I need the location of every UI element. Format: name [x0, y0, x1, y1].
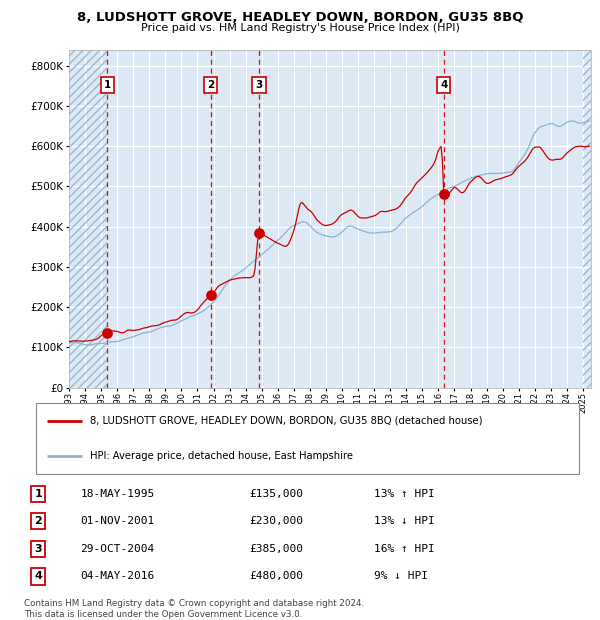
Text: £230,000: £230,000 [250, 516, 304, 526]
Text: £135,000: £135,000 [250, 489, 304, 498]
Text: 4: 4 [440, 80, 448, 90]
Text: 18-MAY-1995: 18-MAY-1995 [80, 489, 155, 498]
Text: Contains HM Land Registry data © Crown copyright and database right 2024.
This d: Contains HM Land Registry data © Crown c… [24, 600, 364, 619]
Text: 8, LUDSHOTT GROVE, HEADLEY DOWN, BORDON, GU35 8BQ: 8, LUDSHOTT GROVE, HEADLEY DOWN, BORDON,… [77, 11, 523, 24]
Text: 2: 2 [34, 516, 42, 526]
Text: 29-OCT-2004: 29-OCT-2004 [80, 544, 155, 554]
Text: 1: 1 [34, 489, 42, 498]
Text: 16% ↑ HPI: 16% ↑ HPI [374, 544, 434, 554]
Text: £385,000: £385,000 [250, 544, 304, 554]
Point [206, 290, 215, 300]
Text: £480,000: £480,000 [250, 572, 304, 582]
Point [439, 190, 449, 200]
Point [103, 328, 112, 338]
Point [254, 228, 264, 237]
Text: 04-MAY-2016: 04-MAY-2016 [80, 572, 155, 582]
Text: 9% ↓ HPI: 9% ↓ HPI [374, 572, 428, 582]
Text: Price paid vs. HM Land Registry's House Price Index (HPI): Price paid vs. HM Land Registry's House … [140, 23, 460, 33]
Text: 2: 2 [207, 80, 214, 90]
Text: 1: 1 [104, 80, 111, 90]
Text: 3: 3 [34, 544, 42, 554]
Text: HPI: Average price, detached house, East Hampshire: HPI: Average price, detached house, East… [91, 451, 353, 461]
Text: 8, LUDSHOTT GROVE, HEADLEY DOWN, BORDON, GU35 8BQ (detached house): 8, LUDSHOTT GROVE, HEADLEY DOWN, BORDON,… [91, 416, 483, 426]
Text: 13% ↑ HPI: 13% ↑ HPI [374, 489, 434, 498]
FancyBboxPatch shape [36, 403, 579, 474]
Text: 13% ↓ HPI: 13% ↓ HPI [374, 516, 434, 526]
Text: 01-NOV-2001: 01-NOV-2001 [80, 516, 155, 526]
Text: 4: 4 [34, 572, 42, 582]
Text: 3: 3 [256, 80, 263, 90]
